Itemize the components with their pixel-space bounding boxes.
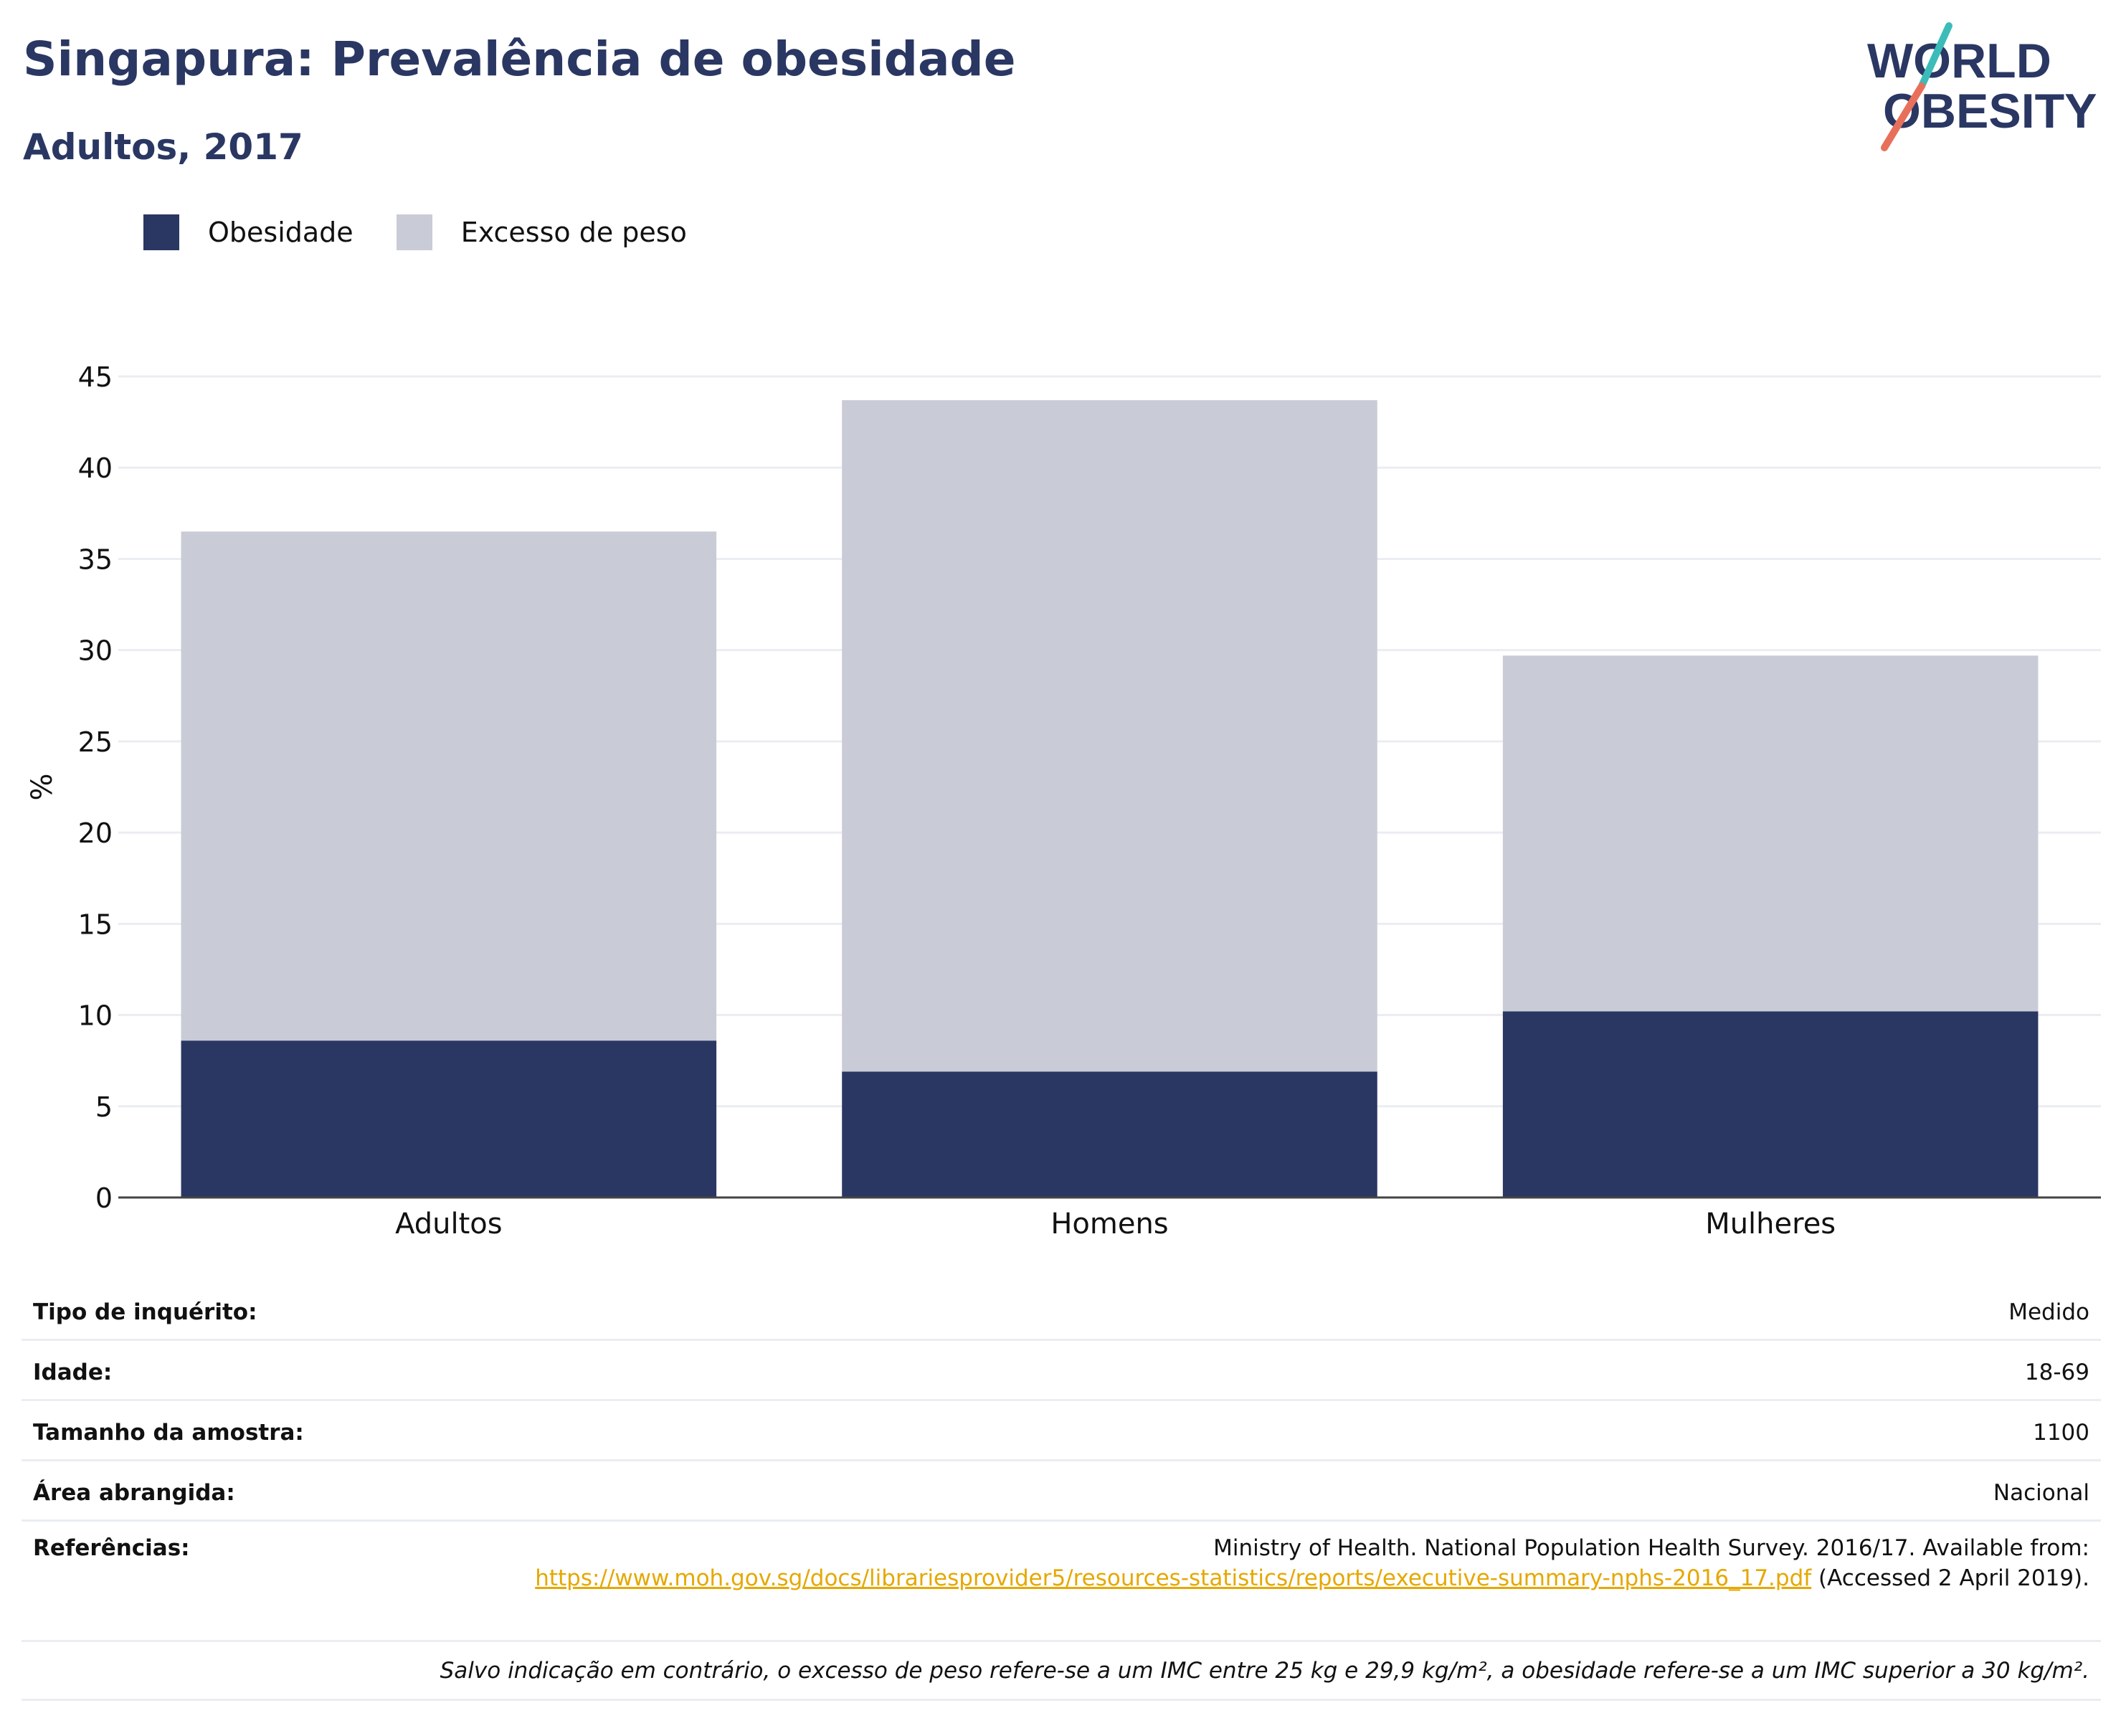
bar-chart: 0 5 10 15 20 25 30 35 40 45% Adultos Homens Mulheres <box>26 361 2101 1241</box>
legend-label-overweight: Excesso de peso <box>460 217 687 248</box>
references-text: Ministry of Health. National Population … <box>535 1533 2089 1593</box>
page-title: Singapura: Prevalência de obesidade <box>23 32 1016 87</box>
legend-item-obesity: Obesidade <box>143 214 354 250</box>
info-value: 1100 <box>2033 1420 2089 1446</box>
y-axis-label: % <box>26 773 59 800</box>
legend-swatch-obesity <box>143 214 179 250</box>
bar-overweight <box>1502 655 2039 1012</box>
info-label: Idade: <box>33 1360 113 1385</box>
survey-info-table: Tipo de inquérito: Medido Idade: 18-69 T… <box>22 1281 2101 1701</box>
world-obesity-logo: WORLD OBESITY <box>1867 22 2097 151</box>
logo-slash-teal <box>1918 22 1952 90</box>
logo-line1: WORLD <box>1867 34 2051 88</box>
legend-swatch-overweight <box>396 214 432 250</box>
info-label: Tamanho da amostra: <box>33 1420 304 1446</box>
y-tick-label: 5 <box>95 1091 113 1123</box>
references-accessed: (Accessed 2 April 2019). <box>1818 1565 2089 1591</box>
y-tick-label: 0 <box>95 1182 113 1214</box>
info-row-survey-type: Tipo de inquérito: Medido <box>22 1281 2101 1341</box>
info-row-references: Referências: Ministry of Health. Nationa… <box>22 1522 2101 1642</box>
y-tick-label: 35 <box>78 544 113 575</box>
info-row-age: Idade: 18-69 <box>22 1341 2101 1401</box>
y-tick-label: 25 <box>78 726 113 758</box>
x-tick-label: Adultos <box>395 1208 503 1241</box>
bar-obesity <box>842 1071 1377 1197</box>
info-value: Medido <box>2008 1299 2089 1325</box>
info-label: Tipo de inquérito: <box>33 1299 257 1325</box>
info-value: 18-69 <box>2024 1360 2089 1385</box>
legend-label-obesity: Obesidade <box>208 217 354 248</box>
definition-note: Salvo indicação em contrário, o excesso … <box>22 1642 2101 1701</box>
y-tick-label: 20 <box>78 817 113 849</box>
y-tick-label: 10 <box>78 1000 113 1032</box>
page-subtitle: Adultos, 2017 <box>23 126 303 168</box>
y-tick-label: 30 <box>78 635 113 667</box>
info-label: Área abrangida: <box>33 1480 235 1506</box>
references-citation: Ministry of Health. National Population … <box>1213 1535 2089 1561</box>
y-tick-label: 15 <box>78 909 113 940</box>
logo-slash-red <box>1881 82 1925 151</box>
info-value: Nacional <box>1993 1480 2089 1506</box>
info-label: Referências: <box>33 1535 190 1561</box>
bar-overweight <box>181 531 717 1041</box>
info-row-sample-size: Tamanho da amostra: 1100 <box>22 1401 2101 1461</box>
legend-item-overweight: Excesso de peso <box>396 214 687 250</box>
bar-overweight <box>842 400 1377 1072</box>
x-tick-label: Mulheres <box>1705 1208 1836 1241</box>
info-row-area: Área abrangida: Nacional <box>22 1461 2101 1522</box>
y-tick-label: 40 <box>78 452 113 484</box>
x-tick-label: Homens <box>1050 1208 1168 1241</box>
y-tick-label: 45 <box>78 361 113 393</box>
bar-obesity <box>1502 1011 2039 1197</box>
references-link[interactable]: https://www.moh.gov.sg/docs/librariespro… <box>535 1565 1812 1591</box>
chart-legend: Obesidade Excesso de peso <box>143 212 730 252</box>
bar-obesity <box>181 1040 717 1197</box>
